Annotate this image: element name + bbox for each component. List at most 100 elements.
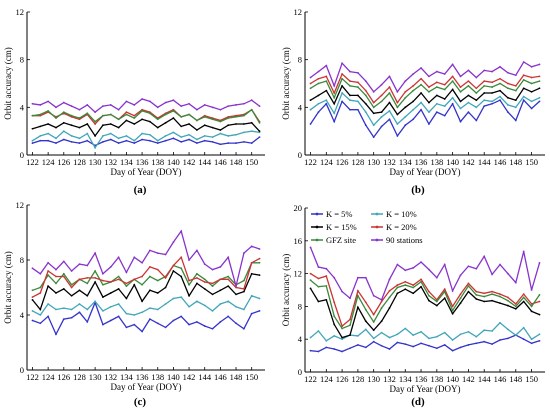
data-point: [109, 123, 112, 125]
data-point: [467, 344, 470, 346]
data-point: [109, 104, 112, 106]
data-point: [475, 342, 478, 345]
data-point: [133, 323, 136, 326]
series-line-3: [31, 270, 260, 311]
data-point: [420, 280, 422, 283]
data-point: [211, 327, 214, 330]
data-point: [39, 272, 42, 275]
data-point: [341, 327, 344, 330]
data-point: [514, 307, 517, 310]
data-point: [372, 337, 375, 340]
data-point: [203, 104, 206, 106]
data-point: [483, 99, 486, 102]
data-point: [117, 303, 120, 305]
y-tick-label: 12: [294, 7, 303, 17]
data-point: [235, 305, 237, 308]
data-point: [102, 309, 104, 312]
data-point: [94, 135, 97, 137]
legend-marker: [375, 238, 379, 242]
series-line-1: [32, 136, 260, 147]
data-point: [94, 270, 97, 272]
data-point: [435, 102, 438, 105]
data-point: [164, 101, 167, 104]
data-point: [78, 117, 81, 119]
y-axis-label: Orbit accuracy (cm): [281, 254, 291, 326]
data-point: [435, 81, 438, 84]
data-point: [459, 274, 462, 277]
data-point: [364, 89, 367, 92]
data-point: [380, 300, 383, 303]
data-point: [125, 282, 128, 285]
data-point: [250, 261, 253, 264]
data-point: [404, 106, 407, 109]
data-point: [451, 80, 454, 83]
data-point: [188, 113, 190, 116]
legend-label: K = 20%: [386, 222, 417, 232]
data-point: [86, 139, 89, 142]
data-point: [102, 124, 104, 127]
data-point: [467, 330, 470, 333]
data-point: [195, 282, 198, 285]
data-point: [250, 312, 253, 315]
data-point: [235, 286, 237, 289]
data-point: [39, 292, 42, 294]
data-point: [356, 294, 359, 297]
data-point: [156, 126, 159, 129]
data-point: [333, 335, 336, 337]
y-tick-label: 0: [20, 150, 24, 160]
series-line-4: [310, 77, 540, 109]
data-point: [483, 92, 486, 94]
data-point: [86, 264, 89, 267]
data-point: [467, 80, 470, 83]
data-point: [149, 275, 151, 278]
data-point: [102, 296, 104, 299]
data-point: [491, 86, 494, 88]
x-tick-label: 136: [415, 374, 428, 384]
data-point: [235, 293, 237, 296]
data-point: [235, 115, 237, 118]
x-tick-label: 146: [494, 157, 507, 167]
data-point: [538, 80, 541, 83]
data-point: [483, 295, 486, 298]
data-point: [341, 290, 344, 293]
data-point: [62, 287, 65, 290]
data-point: [149, 249, 151, 252]
data-point: [211, 126, 214, 129]
data-point: [388, 278, 391, 281]
data-point: [538, 87, 541, 90]
data-point: [356, 335, 359, 337]
data-point: [333, 301, 336, 304]
data-point: [467, 285, 470, 287]
data-point: [258, 105, 261, 108]
legend-marker: [315, 212, 319, 216]
data-point: [258, 130, 261, 133]
data-point: [203, 281, 206, 283]
data-point: [133, 283, 136, 286]
data-point: [514, 106, 517, 109]
data-point: [491, 273, 494, 276]
data-point: [364, 124, 367, 127]
data-point: [219, 108, 222, 111]
data-point: [211, 136, 214, 139]
data-point: [149, 120, 151, 123]
data-point: [235, 322, 237, 325]
data-point: [258, 121, 261, 124]
data-point: [141, 261, 143, 264]
data-point: [164, 326, 167, 329]
data-point: [372, 101, 375, 104]
data-point: [349, 297, 351, 300]
data-point: [242, 287, 245, 290]
data-point: [388, 75, 391, 78]
data-point: [31, 298, 34, 301]
y-axis-label: Orbit accuracy (cm): [3, 251, 13, 323]
data-point: [195, 108, 198, 111]
data-point: [499, 65, 501, 68]
data-point: [491, 299, 494, 302]
x-tick-label: 130: [367, 157, 380, 167]
data-point: [491, 70, 494, 73]
data-point: [309, 108, 312, 111]
data-point: [420, 278, 422, 281]
x-axis-label: Day of Year (DOY): [111, 382, 182, 392]
